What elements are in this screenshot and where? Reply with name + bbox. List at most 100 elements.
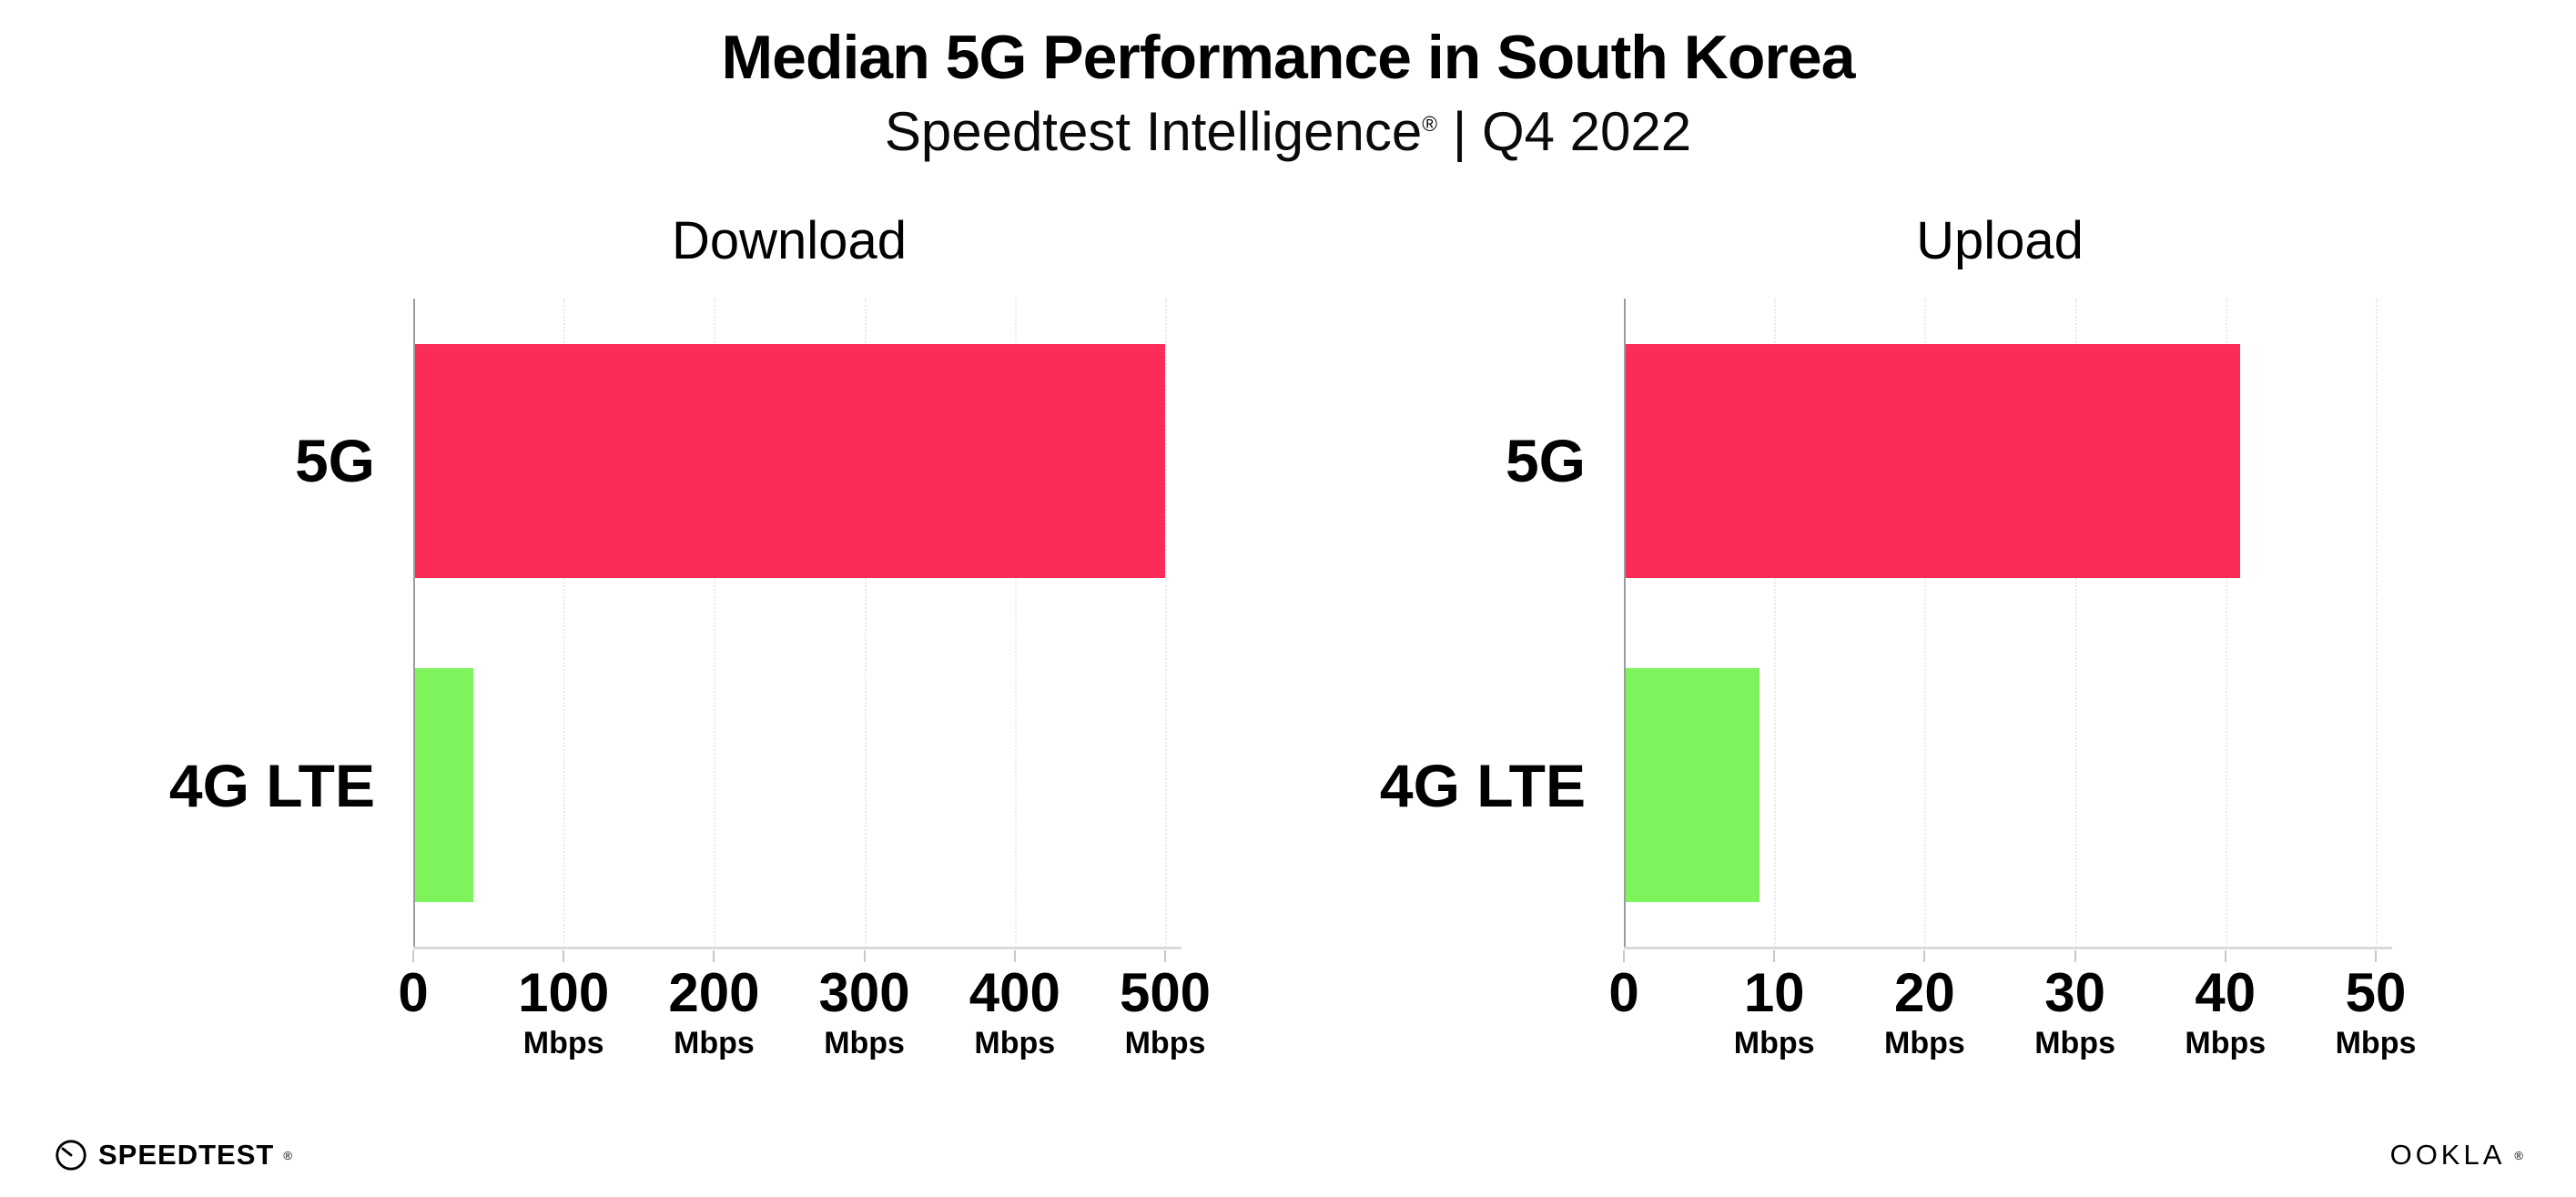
tick-value: 300 bbox=[818, 962, 910, 1023]
tick-value: 50 bbox=[2345, 962, 2407, 1023]
x-ticks: 0 100 Mbps 200 Mbps 300 Mbps 400 Mbps 500 Mbps bbox=[398, 962, 1211, 1130]
tick-unit: Mbps bbox=[2335, 1026, 2417, 1060]
tick-unit: Mbps bbox=[1884, 1026, 1965, 1060]
ookla-trademark: ® bbox=[2514, 1148, 2523, 1162]
plot-wrap: 0 10 Mbps 20 Mbps 30 Mbps 40 Mbps 50 Mbps bbox=[1608, 299, 2416, 1130]
speedtest-trademark: ® bbox=[283, 1148, 292, 1162]
category-label-4g-lte: 4G LTE bbox=[168, 751, 375, 819]
tick-unit: Mbps bbox=[522, 1026, 604, 1060]
header: Median 5G Performance in South Korea Spe… bbox=[0, 0, 2576, 163]
x-axis-baseline bbox=[1624, 947, 2392, 949]
speedtest-logo: SPEEDTEST ® bbox=[53, 1137, 292, 1173]
gridline bbox=[2074, 299, 2077, 948]
axis-tick bbox=[1773, 950, 1776, 962]
subtitle-brand: Speedtest Intelligence bbox=[884, 101, 1423, 162]
x-tick-label: 0 bbox=[1608, 966, 1638, 1059]
panel-title: Download bbox=[672, 211, 907, 270]
axis-tick bbox=[1923, 950, 1926, 962]
tick-unit bbox=[1608, 1028, 1638, 1059]
category-labels: 5G 4G LTE bbox=[1338, 299, 1593, 948]
tick-unit: Mbps bbox=[1124, 1026, 1206, 1060]
tick-value: 0 bbox=[398, 962, 429, 1023]
tick-unit: Mbps bbox=[974, 1026, 1056, 1060]
axis-tick bbox=[863, 950, 866, 962]
subtitle-rest: | Q4 2022 bbox=[1437, 101, 1692, 162]
tick-unit: Mbps bbox=[673, 1026, 755, 1060]
gridline bbox=[2225, 299, 2227, 948]
gridline bbox=[714, 299, 716, 948]
x-tick-label: 40 Mbps bbox=[2185, 962, 2267, 1060]
tick-value: 100 bbox=[518, 962, 610, 1023]
axis-tick bbox=[1623, 950, 1625, 962]
speedtest-gauge-icon bbox=[56, 1140, 86, 1171]
tick-value: 10 bbox=[1743, 962, 1805, 1023]
category-label-4g-lte: 4G LTE bbox=[1379, 751, 1586, 819]
tick-unit: Mbps bbox=[2034, 1026, 2115, 1060]
tick-value: 200 bbox=[668, 962, 760, 1023]
gridline bbox=[1924, 299, 1927, 948]
gridline bbox=[1165, 299, 1167, 948]
y-axis-line bbox=[413, 299, 415, 948]
tick-value: 40 bbox=[2195, 962, 2257, 1023]
axis-tick bbox=[2375, 950, 2377, 962]
axis-tick bbox=[713, 950, 715, 962]
gridline bbox=[1014, 299, 1017, 948]
ookla-logo: OOKLA ® bbox=[2390, 1139, 2523, 1172]
bar-4g-lte bbox=[1624, 668, 1760, 903]
y-axis-line bbox=[1624, 299, 1626, 948]
tick-value: 400 bbox=[969, 962, 1060, 1023]
axis-tick bbox=[2224, 950, 2226, 962]
x-tick-label: 100 Mbps bbox=[518, 962, 610, 1060]
panel-title: Upload bbox=[1916, 211, 2084, 270]
bar-5g bbox=[413, 343, 1165, 578]
tick-unit bbox=[398, 1028, 428, 1059]
x-tick-label: 400 Mbps bbox=[969, 962, 1060, 1060]
page-title: Median 5G Performance in South Korea bbox=[721, 23, 1856, 92]
bar-row-4g-lte bbox=[1624, 624, 2376, 948]
plot-area bbox=[412, 299, 1182, 962]
tick-unit: Mbps bbox=[2185, 1026, 2267, 1060]
axis-tick bbox=[563, 950, 565, 962]
x-tick-label: 500 Mbps bbox=[1119, 962, 1212, 1060]
gridline bbox=[2376, 299, 2378, 948]
category-labels: 5G 4G LTE bbox=[127, 299, 382, 948]
tick-value: 0 bbox=[1608, 962, 1639, 1023]
x-tick-label: 0 bbox=[398, 966, 428, 1059]
bar-4g-lte bbox=[413, 668, 474, 903]
tick-value: 20 bbox=[1894, 962, 1955, 1023]
registered-mark-icon: ® bbox=[1422, 112, 1438, 136]
x-tick-label: 30 Mbps bbox=[2034, 962, 2115, 1060]
ookla-wordmark: OOKLA bbox=[2389, 1139, 2506, 1171]
x-tick-label: 200 Mbps bbox=[668, 962, 760, 1060]
x-axis-baseline bbox=[413, 947, 1182, 949]
charts-row: Download 5G 4G LTE 0 100 Mbps 200 Mbps 300 Mbps… bbox=[0, 210, 2576, 1130]
bar-row-5g bbox=[1624, 299, 2376, 624]
speedtest-wordmark: SPEEDTEST bbox=[98, 1139, 275, 1171]
tick-value: 30 bbox=[2044, 962, 2105, 1023]
x-tick-label: 10 Mbps bbox=[1733, 962, 1815, 1060]
axis-tick bbox=[1164, 950, 1166, 962]
plot-wrap: 0 100 Mbps 200 Mbps 300 Mbps 400 Mbps 500 Mbps bbox=[398, 299, 1211, 1130]
chart-panel-upload: Upload 5G 4G LTE 0 10 Mbps 20 Mbps 30 Mbps 40 Mbp… bbox=[1338, 210, 2417, 1130]
footer: SPEEDTEST ® OOKLA ® bbox=[53, 1137, 2523, 1173]
page-subtitle: Speedtest Intelligence® | Q4 2022 bbox=[0, 100, 2576, 163]
tick-value: 500 bbox=[1119, 962, 1212, 1023]
axis-tick bbox=[412, 950, 414, 962]
category-label-5g: 5G bbox=[1505, 427, 1586, 495]
x-ticks: 0 10 Mbps 20 Mbps 30 Mbps 40 Mbps 50 Mbps bbox=[1608, 962, 2416, 1130]
x-tick-label: 20 Mbps bbox=[1884, 962, 1965, 1060]
x-tick-label: 300 Mbps bbox=[818, 962, 910, 1060]
bar-5g bbox=[1624, 343, 2241, 578]
tick-unit: Mbps bbox=[1733, 1026, 1815, 1060]
bar-row-5g bbox=[413, 299, 1165, 624]
category-label-5g: 5G bbox=[294, 427, 375, 495]
tick-unit: Mbps bbox=[824, 1026, 905, 1060]
axis-tick bbox=[1013, 950, 1016, 962]
plot-area bbox=[1623, 299, 2392, 962]
chart-panel-download: Download 5G 4G LTE 0 100 Mbps 200 Mbps 300 Mbps… bbox=[127, 210, 1211, 1130]
x-tick-label: 50 Mbps bbox=[2335, 962, 2417, 1060]
bar-row-4g-lte bbox=[413, 624, 1165, 948]
gridline bbox=[1774, 299, 1777, 948]
gridline bbox=[864, 299, 867, 948]
